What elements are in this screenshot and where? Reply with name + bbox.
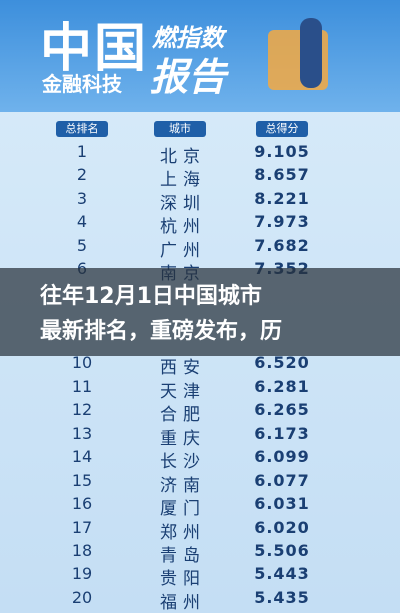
banner: 中国 金融科技 燃指数 报告 — [0, 0, 400, 112]
score: 9.105 — [254, 142, 310, 161]
column-header: 城市 — [154, 121, 206, 137]
city: 深圳 — [160, 193, 206, 214]
city: 郑州 — [160, 522, 206, 543]
city: 重庆 — [160, 428, 206, 449]
score: 5.435 — [254, 587, 310, 607]
score: 6.077 — [254, 470, 310, 490]
city: 杭州 — [160, 217, 206, 238]
score: 6.020 — [254, 517, 310, 537]
city: 福州 — [160, 592, 206, 613]
score: 8.221 — [254, 188, 310, 208]
report-bottom: 报告 — [150, 55, 227, 99]
rank: 4 — [76, 212, 88, 232]
score: 8.657 — [254, 165, 310, 185]
score: 6.520 — [254, 353, 310, 373]
brand-big: 中国 — [40, 19, 149, 79]
city: 贵阳 — [160, 569, 206, 590]
score: 6.099 — [254, 447, 310, 467]
city: 长沙 — [160, 452, 206, 473]
brand-small: 金融科技 — [42, 72, 122, 96]
score: 5.443 — [254, 564, 310, 584]
rank: 17 — [71, 517, 93, 537]
column-header: 总得分 — [256, 121, 308, 137]
score: 6.265 — [254, 400, 310, 420]
city: 济南 — [160, 475, 206, 496]
city: 北京 — [160, 147, 206, 167]
rank: 19 — [71, 564, 93, 584]
city: 厦门 — [160, 499, 206, 520]
city: 广州 — [160, 240, 206, 261]
rank: 18 — [71, 540, 93, 560]
rank: 12 — [71, 400, 93, 420]
report-top: 燃指数 — [152, 24, 224, 52]
illustration-figure — [300, 18, 322, 88]
city: 青岛 — [160, 545, 206, 566]
rank: 5 — [76, 235, 88, 255]
rank: 11 — [71, 376, 93, 396]
rank: 13 — [71, 423, 93, 443]
score: 6.281 — [254, 376, 310, 396]
score: 6.031 — [254, 494, 310, 514]
city: 西安 — [160, 358, 206, 379]
city: 上海 — [160, 170, 206, 191]
rank: 2 — [76, 165, 88, 185]
score: 6.173 — [254, 423, 310, 443]
rank: 1 — [76, 142, 88, 161]
ranking-table: 总排名 城市 总得分 1 北京 9.105 2 上海 8.657 3 深圳 8.221 4 杭州 7.973… — [0, 112, 400, 613]
rank: 20 — [71, 587, 93, 607]
score: 7.682 — [254, 235, 310, 255]
rank: 14 — [71, 447, 93, 467]
rank: 16 — [71, 494, 93, 514]
city: 合肥 — [160, 405, 206, 426]
rank: 10 — [71, 353, 93, 373]
rank: 15 — [71, 470, 93, 490]
column-header: 总排名 — [56, 121, 108, 137]
overlay-line: 往年12月1日中国城市 — [40, 284, 262, 309]
overlay-line: 最新排名，重磅发布，历 — [40, 319, 283, 344]
city: 天津 — [160, 381, 206, 402]
score: 5.506 — [254, 540, 310, 560]
title-overlay: 往年12月1日中国城市 最新排名，重磅发布，历 — [0, 268, 400, 356]
score: 7.973 — [254, 212, 310, 232]
rank: 3 — [76, 188, 88, 208]
